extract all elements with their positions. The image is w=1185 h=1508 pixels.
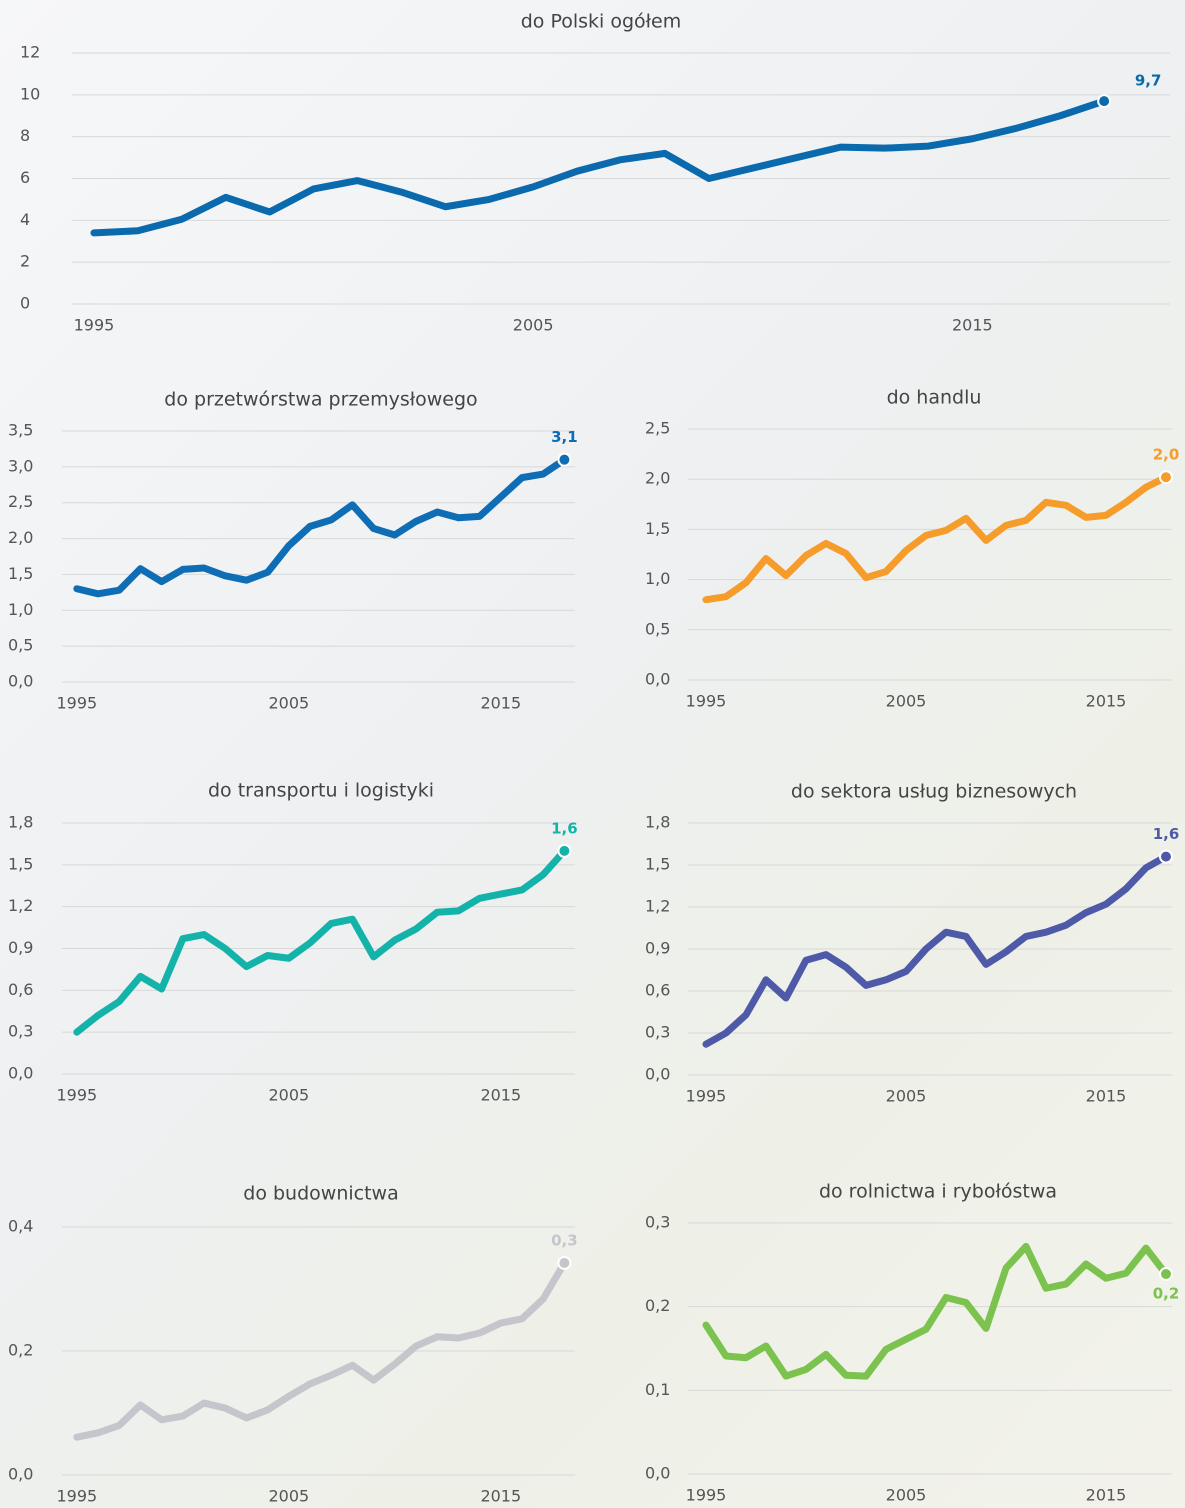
y-tick-label: 3,5 xyxy=(8,421,33,440)
y-tick-label: 0,9 xyxy=(645,939,670,958)
end-point xyxy=(557,1255,572,1270)
data-line xyxy=(73,456,568,598)
x-tick-label: 1995 xyxy=(56,694,97,713)
value-label: 2,0 xyxy=(1153,446,1180,464)
chart-title: do transportu i logistyki xyxy=(208,780,434,802)
data-line xyxy=(702,473,1170,604)
y-tick-label: 0,3 xyxy=(8,1022,33,1041)
y-tick-label: 1,5 xyxy=(8,564,33,583)
x-tick-label: 2015 xyxy=(480,694,521,713)
x-tick-label: 1995 xyxy=(686,692,727,711)
x-tick-label: 2015 xyxy=(480,1487,521,1506)
value-label: 9,7 xyxy=(1135,72,1162,90)
data-line xyxy=(73,847,568,1036)
x-tick-label: 2015 xyxy=(1086,1486,1127,1505)
y-tick-label: 0,0 xyxy=(8,672,33,691)
y-tick-label: 1,2 xyxy=(645,897,670,916)
x-tick-label: 1995 xyxy=(74,316,115,335)
chart-title: do Polski ogółem xyxy=(521,11,682,33)
y-tick-label: 6 xyxy=(20,168,30,187)
data-line xyxy=(702,1242,1170,1380)
y-tick-label: 1,5 xyxy=(645,855,670,874)
x-tick-label: 1995 xyxy=(56,1487,97,1506)
x-tick-label: 1995 xyxy=(686,1486,727,1505)
x-tick-label: 2005 xyxy=(886,1486,927,1505)
y-tick-label: 0,5 xyxy=(645,619,670,638)
y-tick-label: 1,5 xyxy=(645,519,670,538)
end-point xyxy=(1159,849,1173,864)
y-tick-label: 4 xyxy=(20,210,30,229)
chart-title: do sektora usług biznesowych xyxy=(791,781,1077,803)
data-line xyxy=(702,853,1170,1048)
x-tick-label: 2015 xyxy=(1086,692,1127,711)
end-point xyxy=(1159,1267,1173,1282)
y-tick-label: 10 xyxy=(20,84,40,103)
y-tick-label: 0,0 xyxy=(8,1064,33,1083)
value-label: 3,1 xyxy=(551,428,578,446)
y-tick-label: 0,0 xyxy=(645,1464,670,1483)
x-tick-label: 2005 xyxy=(886,1087,927,1106)
y-tick-label: 1,8 xyxy=(645,813,670,832)
value-label: 1,6 xyxy=(1153,825,1180,843)
x-tick-label: 1995 xyxy=(686,1087,727,1106)
y-tick-label: 2,0 xyxy=(8,528,33,547)
y-tick-label: 0,0 xyxy=(645,1065,670,1084)
chart-title: do rolnictwa i rybołóstwa xyxy=(819,1181,1057,1203)
y-tick-label: 0,1 xyxy=(645,1380,670,1399)
x-tick-label: 2005 xyxy=(886,692,927,711)
value-label: 1,6 xyxy=(551,819,578,837)
chart-title: do przetwórstwa przemysłowego xyxy=(164,389,477,411)
chart-title: do handlu xyxy=(887,387,982,409)
x-tick-label: 2015 xyxy=(480,1086,521,1105)
x-tick-label: 2015 xyxy=(952,316,993,335)
y-tick-label: 1,0 xyxy=(645,569,670,588)
y-tick-label: 1,2 xyxy=(8,896,33,915)
y-tick-label: 12 xyxy=(20,43,40,62)
y-tick-label: 2 xyxy=(20,252,30,271)
y-tick-label: 0,6 xyxy=(8,980,33,999)
y-tick-label: 0,2 xyxy=(645,1296,670,1315)
x-tick-label: 2005 xyxy=(513,316,554,335)
y-tick-label: 0,2 xyxy=(8,1341,33,1360)
value-label: 0,2 xyxy=(1153,1285,1180,1303)
x-tick-label: 2005 xyxy=(268,1086,309,1105)
x-tick-label: 2005 xyxy=(268,1487,309,1506)
end-point xyxy=(1097,94,1112,109)
y-tick-label: 2,0 xyxy=(645,469,670,488)
data-line xyxy=(90,97,1108,237)
y-tick-label: 0,6 xyxy=(645,981,670,1000)
y-tick-label: 0,3 xyxy=(645,1213,670,1232)
x-tick-label: 2015 xyxy=(1086,1087,1127,1106)
y-tick-label: 3,0 xyxy=(8,456,33,475)
y-tick-label: 0,0 xyxy=(8,1465,33,1484)
end-point xyxy=(1159,470,1173,485)
y-tick-label: 0,9 xyxy=(8,938,33,957)
value-label: 0,3 xyxy=(551,1231,578,1249)
end-point xyxy=(557,452,572,467)
y-tick-label: 1,8 xyxy=(8,813,33,832)
y-tick-label: 0,0 xyxy=(645,670,670,689)
y-tick-label: 0,5 xyxy=(8,636,33,655)
x-tick-label: 2005 xyxy=(268,694,309,713)
y-tick-label: 1,0 xyxy=(8,600,33,619)
end-point xyxy=(557,843,572,858)
y-tick-label: 8 xyxy=(20,126,30,145)
x-tick-label: 1995 xyxy=(56,1086,97,1105)
chart-title: do budownictwa xyxy=(243,1183,398,1205)
y-tick-label: 0,4 xyxy=(8,1217,33,1236)
y-tick-label: 2,5 xyxy=(645,419,670,438)
y-tick-label: 1,5 xyxy=(8,854,33,873)
y-tick-label: 0,3 xyxy=(645,1023,670,1042)
y-tick-label: 2,5 xyxy=(8,492,33,511)
data-line xyxy=(73,1259,568,1441)
y-tick-label: 0 xyxy=(20,294,30,313)
